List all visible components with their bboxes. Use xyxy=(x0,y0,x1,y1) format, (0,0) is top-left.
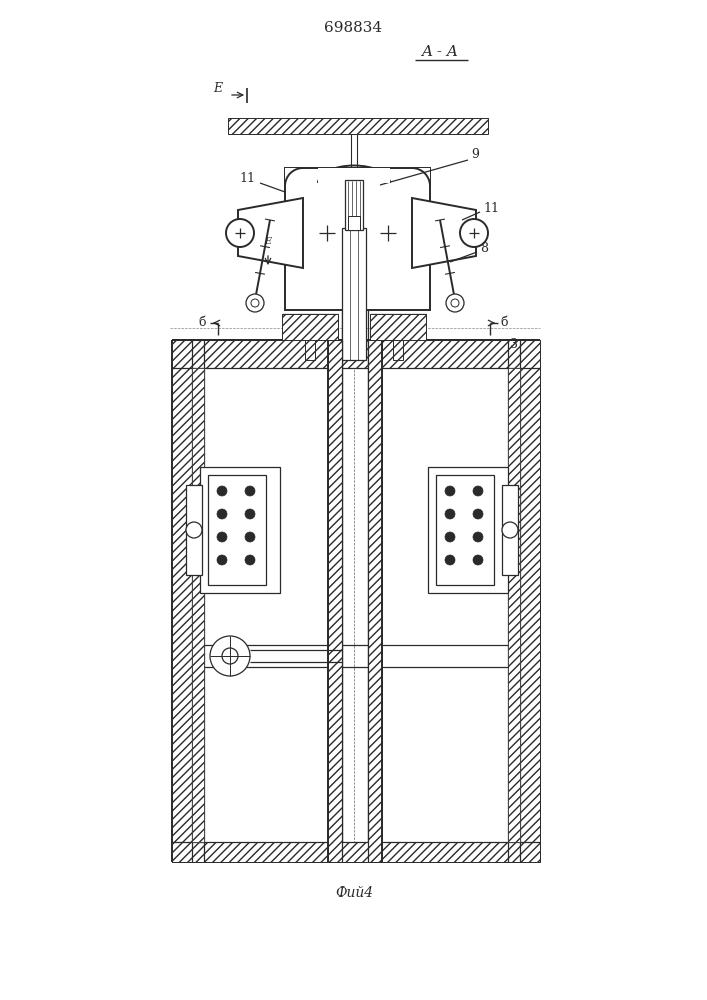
Text: 11: 11 xyxy=(483,202,499,215)
Bar xyxy=(345,180,363,230)
Bar xyxy=(348,216,360,230)
Bar xyxy=(282,314,338,340)
Bar xyxy=(436,475,494,585)
Bar xyxy=(228,118,488,134)
Circle shape xyxy=(217,532,227,542)
Circle shape xyxy=(445,486,455,496)
Bar xyxy=(502,485,518,575)
Bar xyxy=(208,475,266,585)
Text: 3: 3 xyxy=(510,338,518,352)
Circle shape xyxy=(473,555,483,565)
Circle shape xyxy=(217,555,227,565)
Circle shape xyxy=(446,294,464,312)
Circle shape xyxy=(251,299,259,307)
Bar xyxy=(186,485,202,575)
Text: 698834: 698834 xyxy=(324,21,382,35)
Circle shape xyxy=(473,486,483,496)
Circle shape xyxy=(502,522,518,538)
Bar xyxy=(305,340,315,360)
Text: 8: 8 xyxy=(480,241,488,254)
Polygon shape xyxy=(238,198,303,268)
Circle shape xyxy=(217,486,227,496)
Bar xyxy=(368,340,382,862)
Circle shape xyxy=(186,522,202,538)
Circle shape xyxy=(451,299,459,307)
Text: 9: 9 xyxy=(471,148,479,161)
Text: E: E xyxy=(264,237,271,246)
Circle shape xyxy=(226,219,254,247)
Bar xyxy=(200,467,280,593)
Text: E: E xyxy=(214,82,223,95)
Circle shape xyxy=(445,532,455,542)
Circle shape xyxy=(460,219,488,247)
Text: б: б xyxy=(501,316,508,330)
Bar xyxy=(285,168,303,186)
Text: б: б xyxy=(198,316,206,330)
Circle shape xyxy=(217,509,227,519)
Bar xyxy=(172,340,540,368)
Polygon shape xyxy=(412,198,476,268)
Text: 11: 11 xyxy=(239,172,255,184)
Bar xyxy=(285,168,430,310)
Bar xyxy=(172,340,192,862)
Text: Фий4: Фий4 xyxy=(335,886,373,900)
Bar xyxy=(428,467,508,593)
Bar xyxy=(172,842,540,862)
Circle shape xyxy=(445,509,455,519)
Text: A - A: A - A xyxy=(421,45,458,59)
Bar xyxy=(328,340,342,862)
Bar xyxy=(412,168,430,186)
Bar xyxy=(508,368,520,842)
Bar xyxy=(393,340,403,360)
Bar xyxy=(342,228,366,360)
Circle shape xyxy=(473,509,483,519)
Circle shape xyxy=(245,532,255,542)
Bar xyxy=(370,314,426,340)
Circle shape xyxy=(222,648,238,664)
Bar xyxy=(520,340,540,862)
Circle shape xyxy=(245,555,255,565)
Bar xyxy=(192,368,204,842)
Polygon shape xyxy=(318,168,390,183)
Circle shape xyxy=(245,509,255,519)
Circle shape xyxy=(445,555,455,565)
Circle shape xyxy=(246,294,264,312)
Circle shape xyxy=(473,532,483,542)
Circle shape xyxy=(210,636,250,676)
Circle shape xyxy=(245,486,255,496)
